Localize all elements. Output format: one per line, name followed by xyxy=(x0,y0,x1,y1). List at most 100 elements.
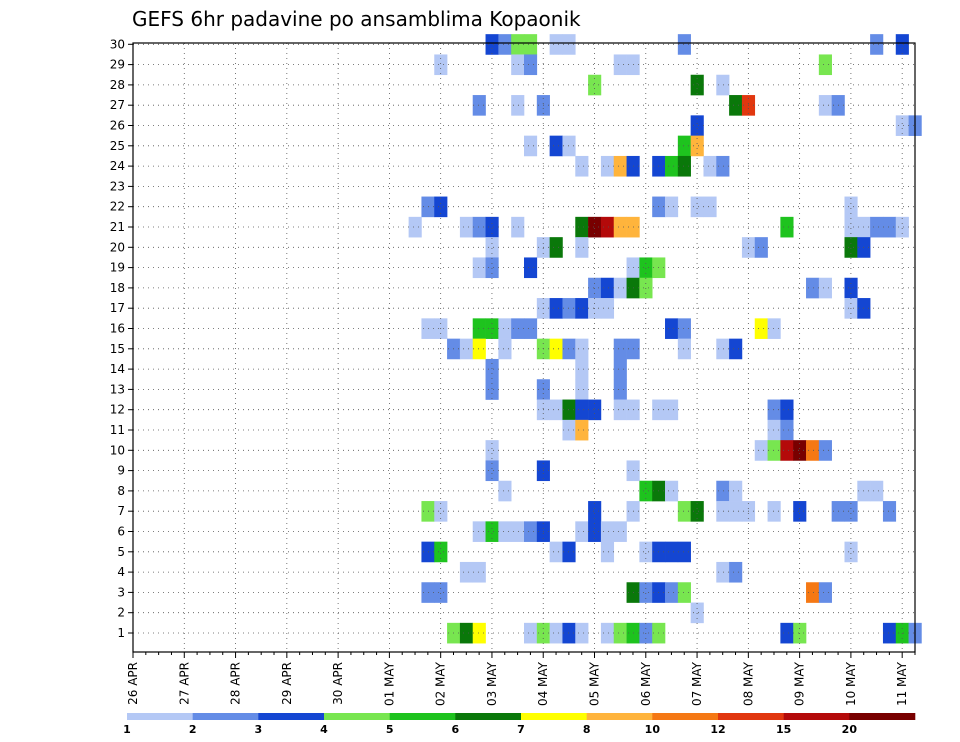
heatmap-cell xyxy=(677,501,691,522)
colorbar-swatch xyxy=(586,713,653,720)
heatmap-cell xyxy=(575,155,589,177)
heatmap-cell xyxy=(575,237,589,258)
heatmap-cell xyxy=(665,399,679,421)
y-tick-label: 2 xyxy=(117,606,125,620)
y-tick-label: 21 xyxy=(110,220,125,234)
y-tick-label: 26 xyxy=(110,119,125,133)
y-tick-label: 1 xyxy=(117,626,125,640)
heatmap-cell xyxy=(600,155,615,177)
heatmap-cell xyxy=(690,501,704,522)
heatmap-cell xyxy=(472,561,486,583)
heatmap-cell xyxy=(613,379,627,400)
heatmap-cell xyxy=(562,541,576,563)
heatmap-cell xyxy=(588,216,602,238)
colorbar-label: 4 xyxy=(320,723,328,736)
heatmap-cell xyxy=(806,582,820,603)
heatmap-cell xyxy=(818,95,832,116)
y-tick-label: 25 xyxy=(110,139,125,153)
heatmap-cell xyxy=(472,318,486,339)
heatmap-cell xyxy=(818,440,832,461)
colorbar-swatch xyxy=(192,713,259,720)
heatmap-cell xyxy=(485,216,499,238)
heatmap-cell xyxy=(754,440,768,461)
colorbar-label: 20 xyxy=(842,723,858,736)
heatmap-cell xyxy=(562,419,576,441)
x-tick-label: 08 MAY xyxy=(741,661,755,706)
x-tick-label: 11 MAY xyxy=(895,661,909,706)
heatmap-cell xyxy=(677,582,691,603)
heatmap-cell xyxy=(485,257,499,279)
heatmap-cell xyxy=(780,216,794,238)
heatmap-cell xyxy=(511,521,525,542)
heatmap-cell xyxy=(600,277,615,299)
heatmap-cell xyxy=(588,501,602,522)
x-tick-label: 06 MAY xyxy=(639,661,653,706)
y-tick-label: 9 xyxy=(117,464,125,478)
heatmap-cell xyxy=(472,95,486,116)
x-tick-label: 09 MAY xyxy=(793,661,807,706)
heatmap-cell xyxy=(870,480,884,502)
heatmap-cell xyxy=(575,358,589,380)
chart-title: GEFS 6hr padavine po ansamblima Kopaonik xyxy=(132,7,581,31)
x-tick-label: 26 APR xyxy=(126,662,140,705)
heatmap-cell xyxy=(459,622,474,644)
heatmap-cell xyxy=(639,582,653,603)
heatmap-cell xyxy=(665,155,679,177)
heatmap-cell xyxy=(716,501,730,522)
x-tick-label: 28 APR xyxy=(229,662,243,705)
y-tick-label: 28 xyxy=(110,78,125,92)
y-tick-label: 5 xyxy=(117,545,125,559)
heatmap-cell xyxy=(613,155,627,177)
heatmap-cell xyxy=(677,318,691,339)
colorbar-label: 2 xyxy=(189,723,197,736)
heatmap-cell xyxy=(485,460,499,482)
heatmap-cell xyxy=(793,501,807,522)
heatmap-cell xyxy=(690,135,704,157)
heatmap-cell xyxy=(524,257,538,279)
heatmap-cell xyxy=(575,399,589,421)
colorbar-label: 8 xyxy=(583,723,591,736)
colorbar-swatch xyxy=(389,713,456,720)
y-tick-label: 27 xyxy=(110,98,125,112)
x-tick-label: 01 MAY xyxy=(382,661,396,706)
heatmap-cell xyxy=(844,237,858,258)
heatmap-cell xyxy=(562,338,576,360)
heatmap-cell xyxy=(524,521,538,542)
plot-frame xyxy=(132,42,916,653)
heatmap-cell xyxy=(600,541,615,563)
heatmap-cell xyxy=(434,501,448,522)
heatmap-cell xyxy=(613,216,627,238)
heatmap-cell xyxy=(524,34,538,55)
heatmap-cell xyxy=(703,155,717,177)
heatmap-cell xyxy=(562,298,576,319)
heatmap-cell xyxy=(767,318,781,339)
colorbar-swatch xyxy=(127,713,193,720)
heatmap-cell xyxy=(498,521,512,542)
heatmap-cell xyxy=(767,501,781,522)
heatmap-cell xyxy=(882,216,897,238)
y-tick-label: 22 xyxy=(110,200,125,214)
colorbar-swatch xyxy=(849,713,916,720)
heatmap-cell xyxy=(677,338,691,360)
x-tick-label: 04 MAY xyxy=(536,661,550,706)
heatmap-cell xyxy=(729,95,743,116)
heatmap-cell xyxy=(767,399,781,421)
heatmap-cell xyxy=(882,622,897,644)
heatmap-cell xyxy=(549,541,563,563)
heatmap-cell xyxy=(459,338,474,360)
colorbar-label: 15 xyxy=(776,723,791,736)
heatmap-cell xyxy=(434,196,448,218)
heatmap-cell xyxy=(588,399,602,421)
heatmap-cell xyxy=(677,541,691,563)
heatmap-cell xyxy=(562,135,576,157)
heatmap-cell xyxy=(677,34,691,55)
heatmap-cell xyxy=(754,318,768,339)
heatmap-cell xyxy=(575,622,589,644)
heatmap-cell xyxy=(511,318,525,339)
heatmap-cell xyxy=(600,216,615,238)
x-tick-label: 30 APR xyxy=(331,662,345,705)
heatmap-cell xyxy=(690,602,704,624)
heatmap-cell xyxy=(844,216,858,238)
y-tick-label: 13 xyxy=(110,382,125,396)
